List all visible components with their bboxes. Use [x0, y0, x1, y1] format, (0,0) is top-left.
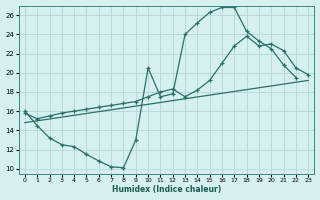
- X-axis label: Humidex (Indice chaleur): Humidex (Indice chaleur): [112, 185, 221, 194]
